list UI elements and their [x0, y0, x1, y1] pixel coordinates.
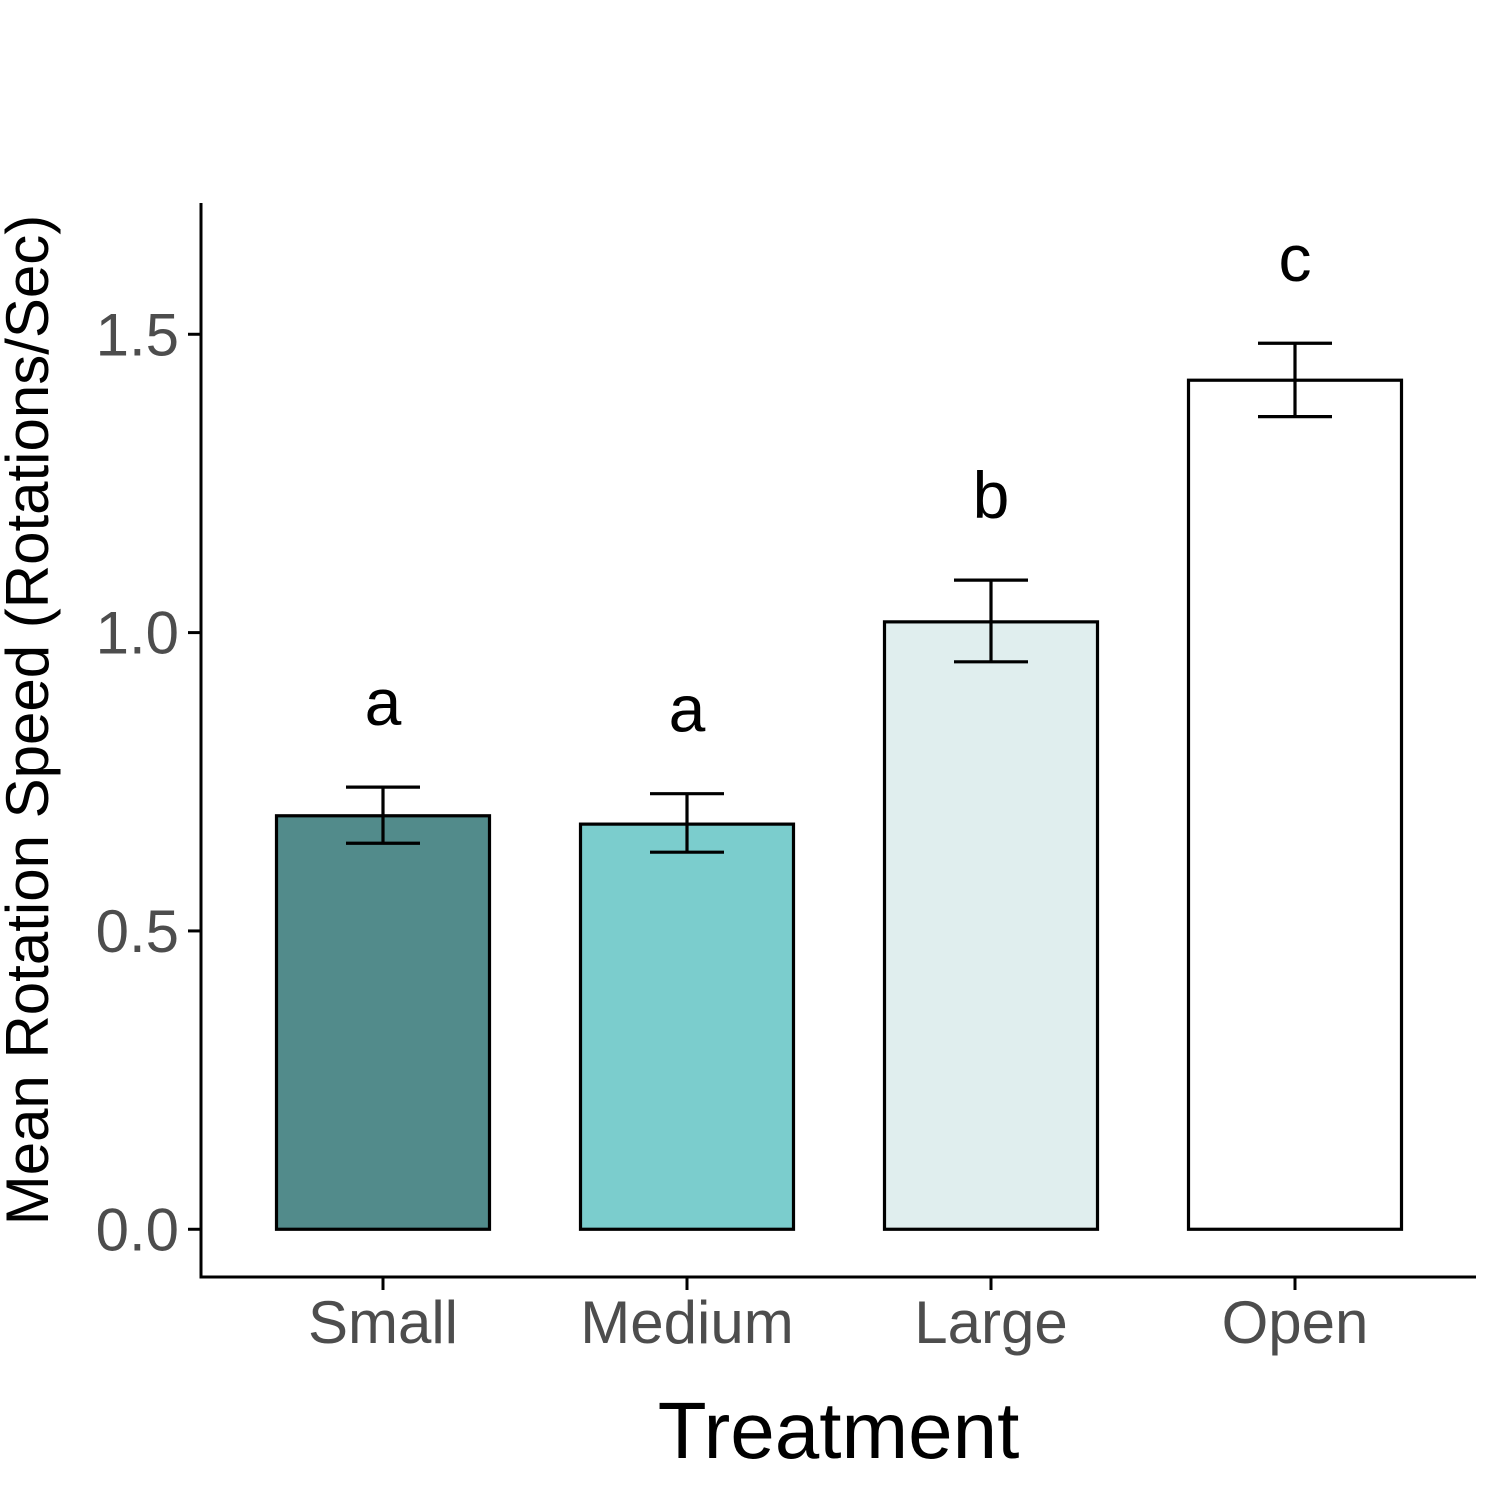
x-tick-label-large: Large — [914, 1289, 1067, 1356]
bars-layer — [274, 378, 1404, 1231]
error-bar-medium — [650, 792, 724, 854]
group-letter-open: c — [1279, 221, 1312, 295]
error-bar-open — [1258, 341, 1332, 419]
bar-medium — [578, 822, 796, 1231]
bar-open — [1186, 378, 1404, 1231]
y-ticks-layer: 0.0 0.5 1.0 1.5 — [96, 301, 201, 1263]
group-letter-medium: a — [669, 672, 706, 746]
error-bar-small — [346, 785, 420, 845]
bar-small — [274, 814, 492, 1231]
axes-layer — [199, 203, 1476, 1279]
group-letter-large: b — [973, 458, 1010, 532]
x-tick-label-medium: Medium — [580, 1289, 793, 1356]
y-tick-label: 1.5 — [96, 301, 179, 368]
y-tick-label: 1.0 — [96, 600, 179, 667]
x-axis-title: Treatment — [658, 1386, 1020, 1475]
error-bar-large — [954, 578, 1028, 664]
bar-large — [882, 620, 1100, 1231]
x-tick-label-open: Open — [1222, 1289, 1369, 1356]
y-tick-label: 0.0 — [96, 1196, 179, 1263]
x-tick-label-small: Small — [308, 1289, 458, 1356]
error-bars-layer — [346, 341, 1332, 854]
group-letters-layer: a a b c — [365, 221, 1312, 745]
group-letter-small: a — [365, 665, 402, 739]
x-ticks-layer: Small Medium Large Open — [308, 1277, 1368, 1356]
y-axis-title: Mean Rotation Speed (Rotations/Sec) — [0, 215, 61, 1226]
y-tick-label: 0.5 — [96, 898, 179, 965]
